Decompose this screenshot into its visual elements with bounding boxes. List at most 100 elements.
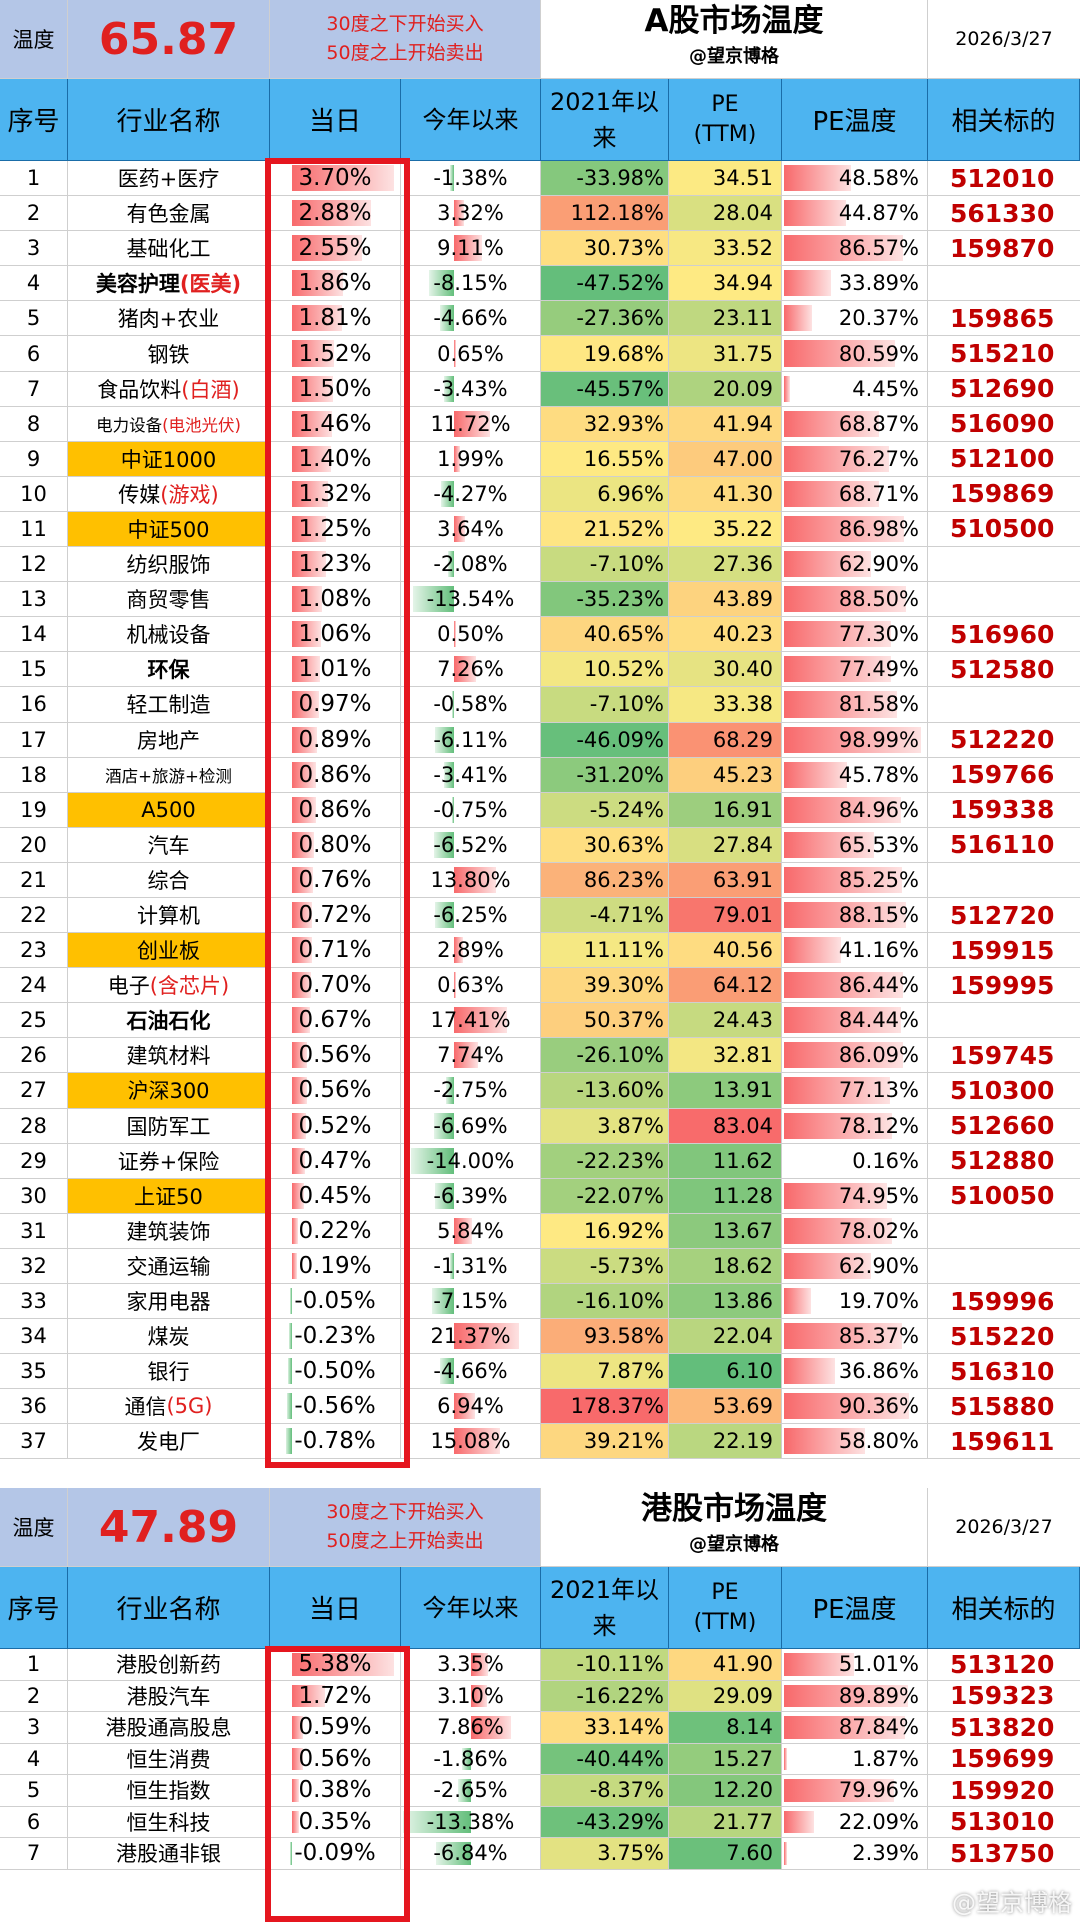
a-day-bar bbox=[292, 1042, 308, 1069]
a-row-etf[interactable]: 512880 bbox=[950, 1146, 1055, 1176]
a-row-industry: 环保 bbox=[68, 652, 270, 687]
a-row-etf[interactable]: 159745 bbox=[950, 1040, 1055, 1070]
a-row-etf[interactable]: 515220 bbox=[950, 1321, 1055, 1351]
a-pe-temp-bar bbox=[784, 866, 902, 893]
a-industry-name-part: 计算机 bbox=[137, 904, 200, 929]
a-row-since2021: 3.87% bbox=[541, 1108, 669, 1143]
h-pe-temp-bar bbox=[784, 1842, 788, 1865]
a-row-since2021: 7.87% bbox=[541, 1354, 669, 1389]
a-row-industry: 通信 (5G) bbox=[68, 1389, 270, 1424]
a-row-etf[interactable]: 159915 bbox=[950, 935, 1055, 965]
a-row-ytd-change: -2.75% bbox=[401, 1073, 541, 1108]
a-day-bar bbox=[292, 901, 312, 929]
a-row-etf[interactable]: 516090 bbox=[950, 409, 1055, 439]
h-row-etf[interactable]: 513120 bbox=[950, 1649, 1055, 1679]
a-row-etf[interactable]: 512100 bbox=[950, 444, 1055, 474]
a-row-etf[interactable] bbox=[928, 687, 1080, 721]
a-row-index: 4 bbox=[0, 266, 68, 301]
a-row-index: 5 bbox=[0, 301, 68, 336]
a-row-etf[interactable]: 159996 bbox=[950, 1286, 1055, 1316]
a-row-etf[interactable] bbox=[928, 863, 1080, 897]
a-row-etf[interactable]: 561330 bbox=[950, 198, 1055, 228]
a-row-etf[interactable]: 512220 bbox=[950, 725, 1055, 755]
a-industry-name-part: 交通运输 bbox=[126, 1254, 211, 1279]
h-industry-name-part: 港股通高股息 bbox=[105, 1716, 232, 1741]
a-row-pe: 41.30 bbox=[669, 476, 782, 511]
a-row-etf[interactable]: 512660 bbox=[950, 1111, 1055, 1141]
a-table-row: 6 钢铁 1.52% 0.65% 19.68% 31.75 80.59% 515210 bbox=[0, 336, 1080, 372]
a-row-industry: A500 bbox=[68, 792, 270, 827]
a-row-index: 35 bbox=[0, 1354, 68, 1389]
a-row-etf[interactable] bbox=[928, 1214, 1080, 1248]
a-row-since2021: -33.98% bbox=[541, 161, 669, 196]
a-row-pe: 79.01 bbox=[669, 897, 782, 933]
a-day-bar bbox=[292, 937, 312, 964]
a-row-etf[interactable]: 510050 bbox=[950, 1181, 1055, 1211]
a-row-industry: 国防军工 bbox=[68, 1108, 270, 1143]
a-row-etf[interactable]: 159869 bbox=[950, 479, 1055, 509]
a-row-etf[interactable]: 515210 bbox=[950, 339, 1055, 369]
a-row-etf[interactable]: 512010 bbox=[950, 163, 1055, 193]
a-row-day-change: 0.22% bbox=[270, 1213, 401, 1248]
a-pe-temp-value: 77.30% bbox=[838, 622, 919, 647]
a-day-value: 1.86% bbox=[298, 270, 372, 297]
h-row-etf[interactable]: 513750 bbox=[950, 1838, 1055, 1868]
a-row-index: 17 bbox=[0, 722, 68, 757]
a-row-etf[interactable] bbox=[928, 547, 1080, 581]
a-ytd-value: -1.38% bbox=[433, 166, 508, 191]
a-row-etf[interactable]: 159766 bbox=[950, 760, 1055, 790]
a-row-etf[interactable]: 159870 bbox=[950, 233, 1055, 263]
a-row-etf[interactable]: 159995 bbox=[950, 970, 1055, 1000]
a-industry-name-part: 家用电器 bbox=[126, 1290, 211, 1315]
a-row-pe: 11.28 bbox=[669, 1178, 782, 1213]
a-row-etf[interactable]: 512720 bbox=[950, 900, 1055, 930]
a-row-etf[interactable] bbox=[928, 1003, 1080, 1037]
a-pe-temp-bar bbox=[784, 305, 813, 332]
a-row-pe-temp: 81.58% bbox=[782, 687, 928, 722]
a-pe-temp-bar bbox=[784, 796, 902, 823]
a-row-etf[interactable]: 159865 bbox=[950, 303, 1055, 333]
a-row-etf[interactable] bbox=[928, 582, 1080, 616]
a-row-etf[interactable]: 516110 bbox=[950, 830, 1055, 860]
a-ytd-bar bbox=[454, 1428, 500, 1455]
h-row-etf[interactable]: 159323 bbox=[950, 1681, 1055, 1711]
a-row-etf[interactable]: 159611 bbox=[950, 1426, 1055, 1456]
h-row-etf[interactable]: 513010 bbox=[950, 1807, 1055, 1837]
a-row-etf[interactable]: 512690 bbox=[950, 374, 1055, 404]
h-row-etf[interactable]: 513820 bbox=[950, 1712, 1055, 1742]
h-row-etf[interactable]: 159920 bbox=[950, 1775, 1055, 1805]
a-row-etf[interactable]: 512580 bbox=[950, 654, 1055, 684]
h-header-col-day: 当日 bbox=[270, 1567, 401, 1649]
a-row-since2021: -22.23% bbox=[541, 1143, 669, 1178]
a-row-etf[interactable]: 516310 bbox=[950, 1356, 1055, 1386]
a-row-since2021: -45.57% bbox=[541, 371, 669, 406]
a-industry-name-part: 纺织服饰 bbox=[126, 553, 211, 578]
a-row-etf[interactable]: 516960 bbox=[950, 619, 1055, 649]
a-row-day-change: -0.50% bbox=[270, 1354, 401, 1389]
h-row-day-change: 0.38% bbox=[270, 1775, 401, 1806]
a-industry-name-part: 美容护理 bbox=[95, 272, 180, 297]
a-row-etf[interactable] bbox=[928, 1249, 1080, 1283]
a-pe-temp-bar bbox=[784, 200, 846, 227]
a-row-day-change: 1.23% bbox=[270, 547, 401, 582]
a-row-etf[interactable] bbox=[928, 266, 1080, 300]
a-row-etf[interactable]: 159338 bbox=[950, 795, 1055, 825]
a-industry-name-part: 基础化工 bbox=[126, 237, 211, 262]
a-row-pe-temp: 20.37% bbox=[782, 301, 928, 336]
a-day-value: -0.78% bbox=[294, 1428, 376, 1455]
h-row-etf[interactable]: 159699 bbox=[950, 1744, 1055, 1774]
a-pe-temp-value: 65.53% bbox=[838, 832, 919, 857]
a-table-row: 22 计算机 0.72% -6.25% -4.71% 79.01 88.15% 512720 bbox=[0, 897, 1080, 934]
h-ytd-bar bbox=[471, 1716, 511, 1739]
h-row-index: 6 bbox=[0, 1806, 68, 1837]
a-row-etf[interactable]: 510300 bbox=[950, 1075, 1055, 1105]
a-row-pe: 13.67 bbox=[669, 1213, 782, 1248]
a-pe-temp-bar bbox=[784, 937, 841, 964]
a-row-index: 16 bbox=[0, 687, 68, 722]
a-row-pe-temp: 58.80% bbox=[782, 1424, 928, 1459]
a-row-industry: 商贸零售 bbox=[68, 582, 270, 617]
h-row-industry: 港股汽车 bbox=[68, 1680, 270, 1711]
a-row-etf[interactable]: 515880 bbox=[950, 1391, 1055, 1421]
a-row-etf[interactable]: 510500 bbox=[950, 514, 1055, 544]
a-row-index: 28 bbox=[0, 1108, 68, 1143]
